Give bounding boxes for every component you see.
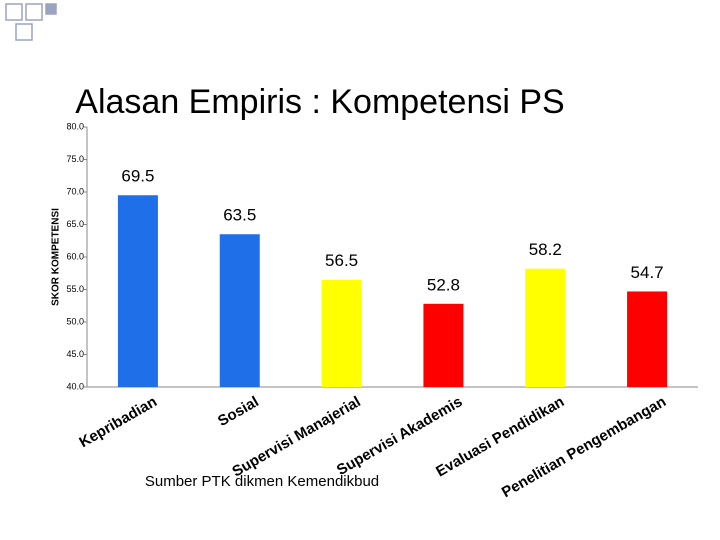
x-tick-label: Sosial bbox=[215, 393, 262, 430]
y-tick-label: 65.0 bbox=[66, 219, 84, 229]
bar bbox=[627, 291, 668, 387]
y-tick-label: 60.0 bbox=[66, 251, 84, 261]
value-label: 52.8 bbox=[427, 275, 460, 294]
value-label: 58.2 bbox=[529, 240, 562, 259]
y-tick-label: 40.0 bbox=[66, 381, 84, 391]
y-tick-label: 55.0 bbox=[66, 284, 84, 294]
value-label: 69.5 bbox=[121, 167, 154, 186]
y-tick-label: 70.0 bbox=[66, 186, 84, 196]
y-tick-label: 45.0 bbox=[66, 349, 84, 359]
y-tick-label: 75.0 bbox=[66, 154, 84, 164]
footnote: Sumber PTK dikmen Kemendikbud bbox=[145, 473, 379, 490]
y-tick-label: 80.0 bbox=[66, 121, 84, 131]
value-label: 54.7 bbox=[631, 263, 664, 282]
chart-title: Alasan Empiris : Kompetensi PS bbox=[75, 83, 564, 121]
bar bbox=[117, 195, 158, 387]
value-label: 56.5 bbox=[325, 251, 358, 270]
bar bbox=[423, 303, 464, 387]
bar bbox=[525, 268, 566, 387]
bar bbox=[321, 279, 362, 387]
y-axis-label: SKOR KOMPETENSI bbox=[51, 208, 62, 306]
value-label: 63.5 bbox=[223, 206, 256, 225]
decoration bbox=[5, 3, 57, 41]
x-tick-label: Penelitian Pengembangan bbox=[499, 393, 669, 501]
bar bbox=[219, 234, 260, 387]
y-tick-label: 50.0 bbox=[66, 316, 84, 326]
x-tick-label: Kepribadian bbox=[76, 393, 160, 451]
